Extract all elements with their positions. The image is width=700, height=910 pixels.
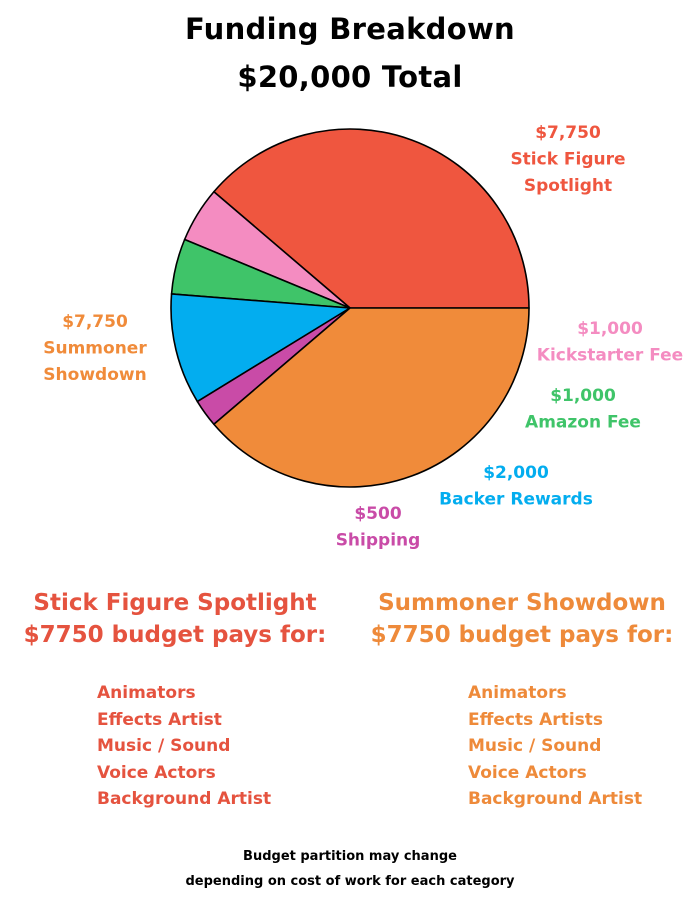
slice-label-summoner-showdown: $7,750 Summoner Showdown — [43, 312, 147, 385]
list-item: Background Artist — [468, 789, 643, 809]
right-item-list: Animators Effects Artists Music / Sound … — [468, 680, 642, 813]
list-item: Voice Actors — [97, 762, 216, 783]
left-item-list: Animators Effects Artist Music / Sound V… — [97, 680, 271, 813]
slice-name-label: Shipping — [336, 531, 421, 551]
list-item: Animators — [468, 683, 567, 703]
right-section-heading: Summoner Showdown $7750 budget pays for: — [347, 587, 697, 651]
footer-line1: Budget partition may change — [243, 849, 457, 864]
slice-name-label: Summoner — [43, 339, 147, 359]
footer-line2: depending on cost of work for each categ… — [185, 874, 515, 889]
slice-name-label: Spotlight — [524, 176, 612, 196]
slice-name-label: Stick Figure — [510, 150, 625, 170]
slice-name-label: Kickstarter Fee — [537, 346, 683, 366]
pie-slice-backer-rewards — [170, 293, 351, 403]
list-item: Voice Actors — [468, 762, 587, 783]
list-item: Music / Sound — [468, 736, 602, 756]
slice-value-label: $7,750 — [535, 123, 601, 143]
right-heading-line2: $7750 budget pays for: — [370, 622, 674, 648]
slice-name-label: Showdown — [43, 365, 146, 385]
slice-label-amazon-fee: $1,000 Amazon Fee — [525, 386, 641, 433]
slice-value-label: $500 — [354, 504, 401, 524]
slice-value-label: $1,000 — [550, 386, 616, 406]
slice-value-label: $2,000 — [483, 463, 549, 483]
slice-label-kickstarter-fee: $1,000 Kickstarter Fee — [537, 319, 683, 366]
pie-slice-summoner-showdown — [213, 307, 530, 488]
slice-name-label: Amazon Fee — [525, 413, 641, 433]
slice-name-label: Backer Rewards — [439, 490, 593, 510]
left-heading-line2: $7750 budget pays for: — [23, 622, 327, 648]
left-heading-line1: Stick Figure Spotlight — [33, 590, 317, 616]
left-section-heading: Stick Figure Spotlight $7750 budget pays… — [0, 587, 350, 651]
slice-label-stick-figure-spotlight: $7,750 Stick Figure Spotlight — [510, 123, 625, 196]
pie-slice-stick-figure-spotlight — [213, 128, 530, 309]
right-heading-line1: Summoner Showdown — [378, 590, 666, 616]
list-item: Background Artist — [97, 789, 272, 809]
pie-chart: $7,750 Stick Figure Spotlight $1,000 Kicksta… — [43, 123, 683, 551]
chart-subtitle: $20,000 Total — [237, 60, 463, 94]
slice-label-backer-rewards: $2,000 Backer Rewards — [439, 463, 593, 510]
list-item: Animators — [97, 683, 196, 703]
slice-label-shipping: $500 Shipping — [336, 504, 421, 551]
footer-note: Budget partition may change depending on… — [0, 844, 700, 894]
list-item: Music / Sound — [97, 736, 231, 756]
list-item: Effects Artists — [468, 709, 604, 730]
list-item: Effects Artist — [97, 709, 222, 730]
chart-title: Funding Breakdown — [184, 12, 515, 46]
slice-value-label: $1,000 — [577, 319, 643, 339]
slice-value-label: $7,750 — [62, 312, 128, 332]
